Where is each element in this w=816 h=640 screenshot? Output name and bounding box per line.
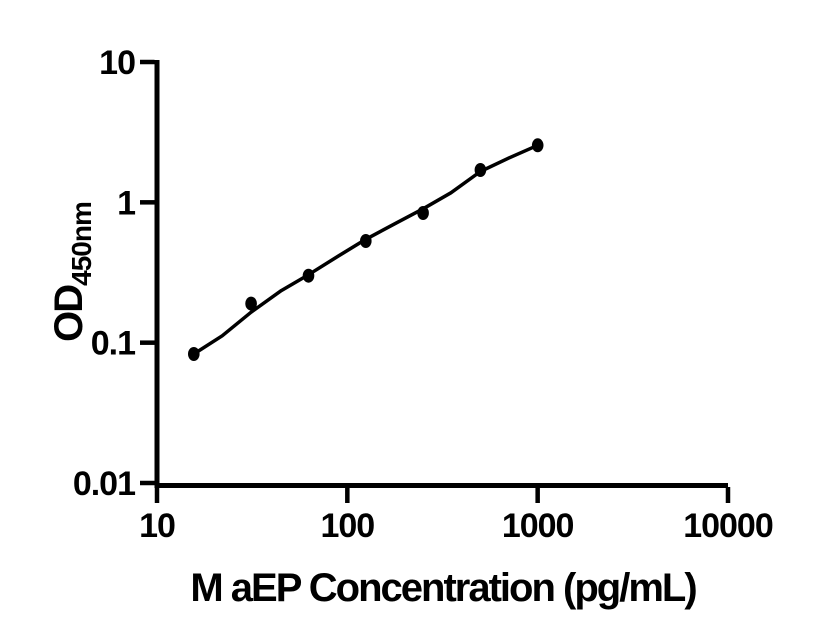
data-point-31.2 bbox=[245, 296, 257, 311]
y-tick-label-0.01: 0.01 bbox=[73, 465, 135, 503]
x-tick-label-1000: 1000 bbox=[502, 507, 574, 545]
x-axis-title: M aEP Concentration (pg/mL) bbox=[190, 566, 696, 610]
y-axis-title-subscript: 450nm bbox=[66, 202, 97, 286]
x-tick-label-10: 10 bbox=[139, 507, 175, 545]
y-tick-label-1: 1 bbox=[117, 184, 135, 222]
x-tick-label-100: 100 bbox=[320, 507, 374, 545]
y-tick-label-0.1: 0.1 bbox=[91, 325, 135, 363]
data-point-1000 bbox=[531, 138, 544, 153]
fit-curve bbox=[192, 143, 540, 356]
data-point-250 bbox=[417, 206, 429, 220]
data-point-500 bbox=[474, 163, 487, 177]
y-axis-title: OD450nm bbox=[47, 202, 97, 342]
data-point-125 bbox=[360, 234, 372, 248]
data-point-62.5 bbox=[302, 268, 315, 283]
x-tick-label-10000: 10000 bbox=[683, 507, 773, 545]
plot-layer: 0.01 0.1 1 10 10 100 1000 10000 bbox=[73, 44, 774, 545]
y-tick-label-10: 10 bbox=[99, 44, 135, 82]
y-axis-title-main: OD bbox=[47, 285, 91, 342]
data-point-15.6 bbox=[188, 347, 200, 361]
